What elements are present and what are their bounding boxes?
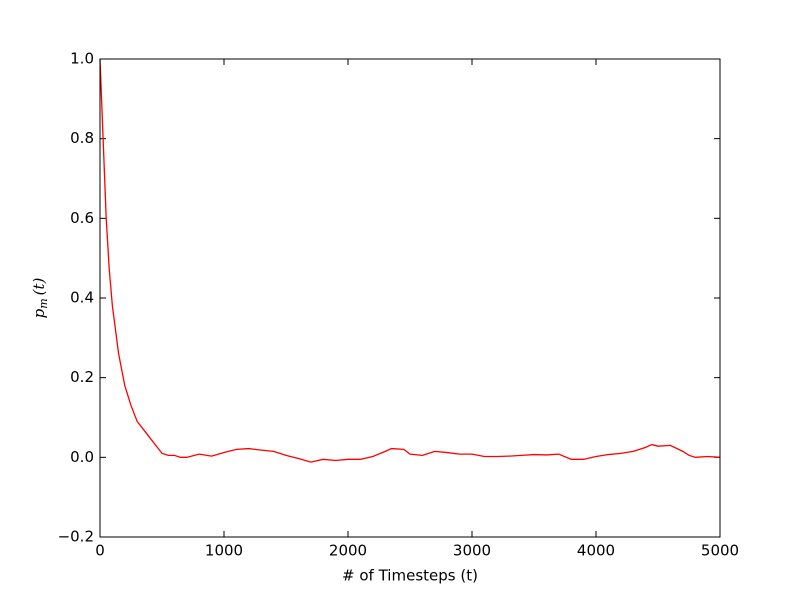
x-tick-label: 0 xyxy=(95,542,105,560)
y-tick-label: 0.8 xyxy=(70,129,94,147)
line-series xyxy=(99,58,721,463)
x-axis-label: # of Timesteps (t) xyxy=(342,567,478,585)
x-tick-label: 3000 xyxy=(453,542,491,560)
y-tick-label: 0.0 xyxy=(70,448,94,466)
x-tick-label: 2000 xyxy=(329,542,367,560)
y-tick-label: 0.6 xyxy=(70,209,94,227)
y-tick-label: 1.0 xyxy=(70,50,94,68)
y-tick-label: −0.2 xyxy=(58,528,94,546)
y-tick-label: 0.2 xyxy=(70,368,94,386)
y-axis-label: pm(t) xyxy=(30,277,50,318)
plot-frame xyxy=(99,58,721,538)
x-tick-label: 4000 xyxy=(577,542,615,560)
y-tick-label: 0.4 xyxy=(70,289,94,307)
x-tick-label: 1000 xyxy=(205,542,243,560)
x-tick-label: 5000 xyxy=(701,542,739,560)
